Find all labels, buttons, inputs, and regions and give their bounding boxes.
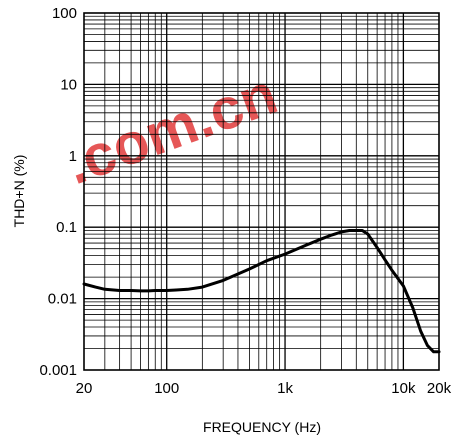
- x-tick-label: 20: [76, 380, 93, 397]
- plot-frame: [83, 12, 440, 371]
- x-axis-title: FREQUENCY (Hz): [203, 419, 321, 435]
- y-tick-label: 0.001: [39, 362, 77, 379]
- x-tick-label: 100: [154, 380, 179, 397]
- y-axis-title: THD+N (%): [11, 155, 27, 228]
- x-tick-label: 1k: [277, 380, 293, 397]
- y-tick-label: 0.01: [48, 291, 77, 308]
- x-axis: 20 100 1k 10k 20k: [76, 380, 452, 397]
- grid: [84, 13, 439, 370]
- y-axis: 100 10 1 0.1 0.01 0.001: [39, 5, 77, 379]
- series: [82, 229, 441, 354]
- y-tick-label: 0.1: [56, 219, 77, 236]
- y-tick-label: 10: [60, 76, 77, 93]
- y-tick-label: 100: [52, 5, 77, 22]
- y-tick-label: 1: [69, 148, 77, 165]
- x-tick-label: 20k: [427, 380, 452, 397]
- x-tick-label: 10k: [391, 380, 416, 397]
- series-line-0: [82, 229, 441, 354]
